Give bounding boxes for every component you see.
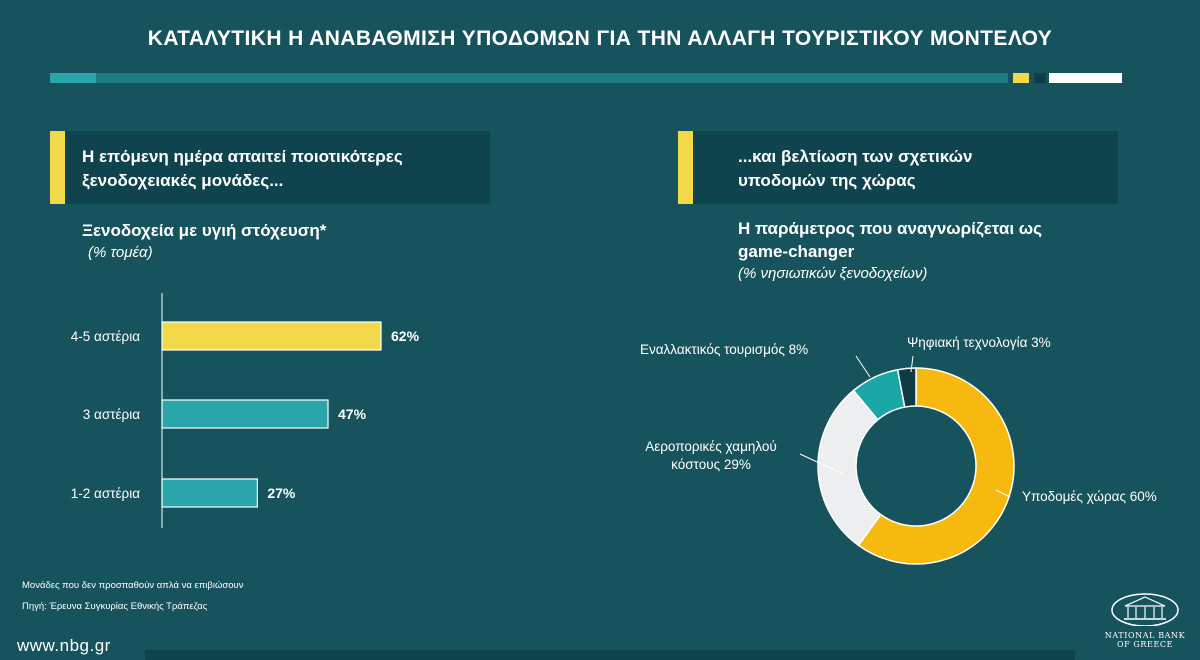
bar-value-label: 27% xyxy=(267,485,296,501)
bar-category-label: 1-2 αστέρια xyxy=(71,486,140,501)
bar-chart: 4-5 αστέρια 62% 3 αστέρια 47% 1-2 αστέρια 27% xyxy=(71,293,420,528)
bar-value-label: 62% xyxy=(391,328,420,344)
left-panel-text: Η επόμενη ημέρα απαιτεί ποιοτικότερες ξε… xyxy=(82,145,403,193)
bar-category-label: 3 αστέρια xyxy=(83,407,140,422)
website-link[interactable]: www.nbg.gr xyxy=(17,636,111,655)
donut-chart-title-line2: game-changer xyxy=(738,242,855,261)
header-rule-segment xyxy=(1049,73,1122,83)
donut-slice-label: Υποδομές χώρας 60% xyxy=(1022,489,1157,504)
donut-slice-label: Αεροπορικές χαμηλού xyxy=(645,439,777,454)
bar xyxy=(161,399,329,429)
right-panel-line2: υποδομών της χώρας xyxy=(738,171,916,190)
bank-logo: NATIONAL BANK OF GREECE xyxy=(1100,590,1190,649)
left-panel-heading: Η επόμενη ημέρα απαιτεί ποιοτικότερες ξε… xyxy=(50,131,490,204)
header-rule-segment xyxy=(96,73,1008,83)
page-title: ΚΑΤΑΛΥΤΙΚΗ Η ΑΝΑΒΑΘΜΙΣΗ ΥΠΟΔΟΜΩΝ ΓΙΑ ΤΗΝ… xyxy=(147,27,1053,50)
footnote: Μονάδες που δεν προσπαθούν απλά να επιβι… xyxy=(22,580,244,591)
header-rule-segment xyxy=(50,73,96,83)
donut-leader-line xyxy=(855,355,871,378)
donut-leader-line xyxy=(995,489,1011,498)
panel-accent-bar xyxy=(50,131,65,204)
donut-slice-label: Ψηφιακή τεχνολογία 3% xyxy=(907,335,1051,350)
right-panel-line1: ...και βελτίωση των σχετικών xyxy=(738,147,973,166)
donut-slice xyxy=(817,389,882,547)
donut-leader-line xyxy=(910,355,914,373)
bar-value-label: 47% xyxy=(338,406,367,422)
bar-category-label: 4-5 αστέρια xyxy=(71,329,140,344)
left-panel-line2: ξενοδοχειακές μονάδες... xyxy=(82,171,284,190)
right-panel-heading: ...και βελτίωση των σχετικών υποδομών τη… xyxy=(678,131,1118,204)
donut-slice-label: κόστους 29% xyxy=(671,457,751,472)
bar xyxy=(161,321,382,351)
source-note: Πηγή: Έρευνα Συγκυρίας Εθνικής Τράπεζας xyxy=(22,601,208,612)
header-rule-segment xyxy=(1034,73,1046,83)
donut-slice xyxy=(857,367,1015,565)
bank-building-icon xyxy=(1111,593,1179,627)
bar-chart-title: Ξενοδοχεία με υγιή στόχευση* xyxy=(82,221,327,240)
donut-slice xyxy=(896,367,917,408)
footer-strip xyxy=(145,650,1075,660)
donut-slice-label: Εναλλακτικός τουρισμός 8% xyxy=(640,342,808,357)
bank-name-line2: OF GREECE xyxy=(1116,640,1174,649)
donut-chart-unit: (% νησιωτικών ξενοδοχείων) xyxy=(738,265,928,282)
panel-accent-bar xyxy=(678,131,693,204)
donut-chart-title-line1: Η παράμετρος που αναγνωρίζεται ως xyxy=(738,219,1042,238)
bar-chart-unit: (% τομέα) xyxy=(88,244,153,261)
bar xyxy=(161,478,258,508)
donut-leader-line xyxy=(799,453,844,475)
right-panel-text: ...και βελτίωση των σχετικών υποδομών τη… xyxy=(738,145,972,193)
left-panel-line1: Η επόμενη ημέρα απαιτεί ποιοτικότερες xyxy=(82,147,403,166)
header-rule-accent xyxy=(1013,73,1029,83)
bank-name-line1: NATIONAL BANK xyxy=(1104,631,1186,640)
